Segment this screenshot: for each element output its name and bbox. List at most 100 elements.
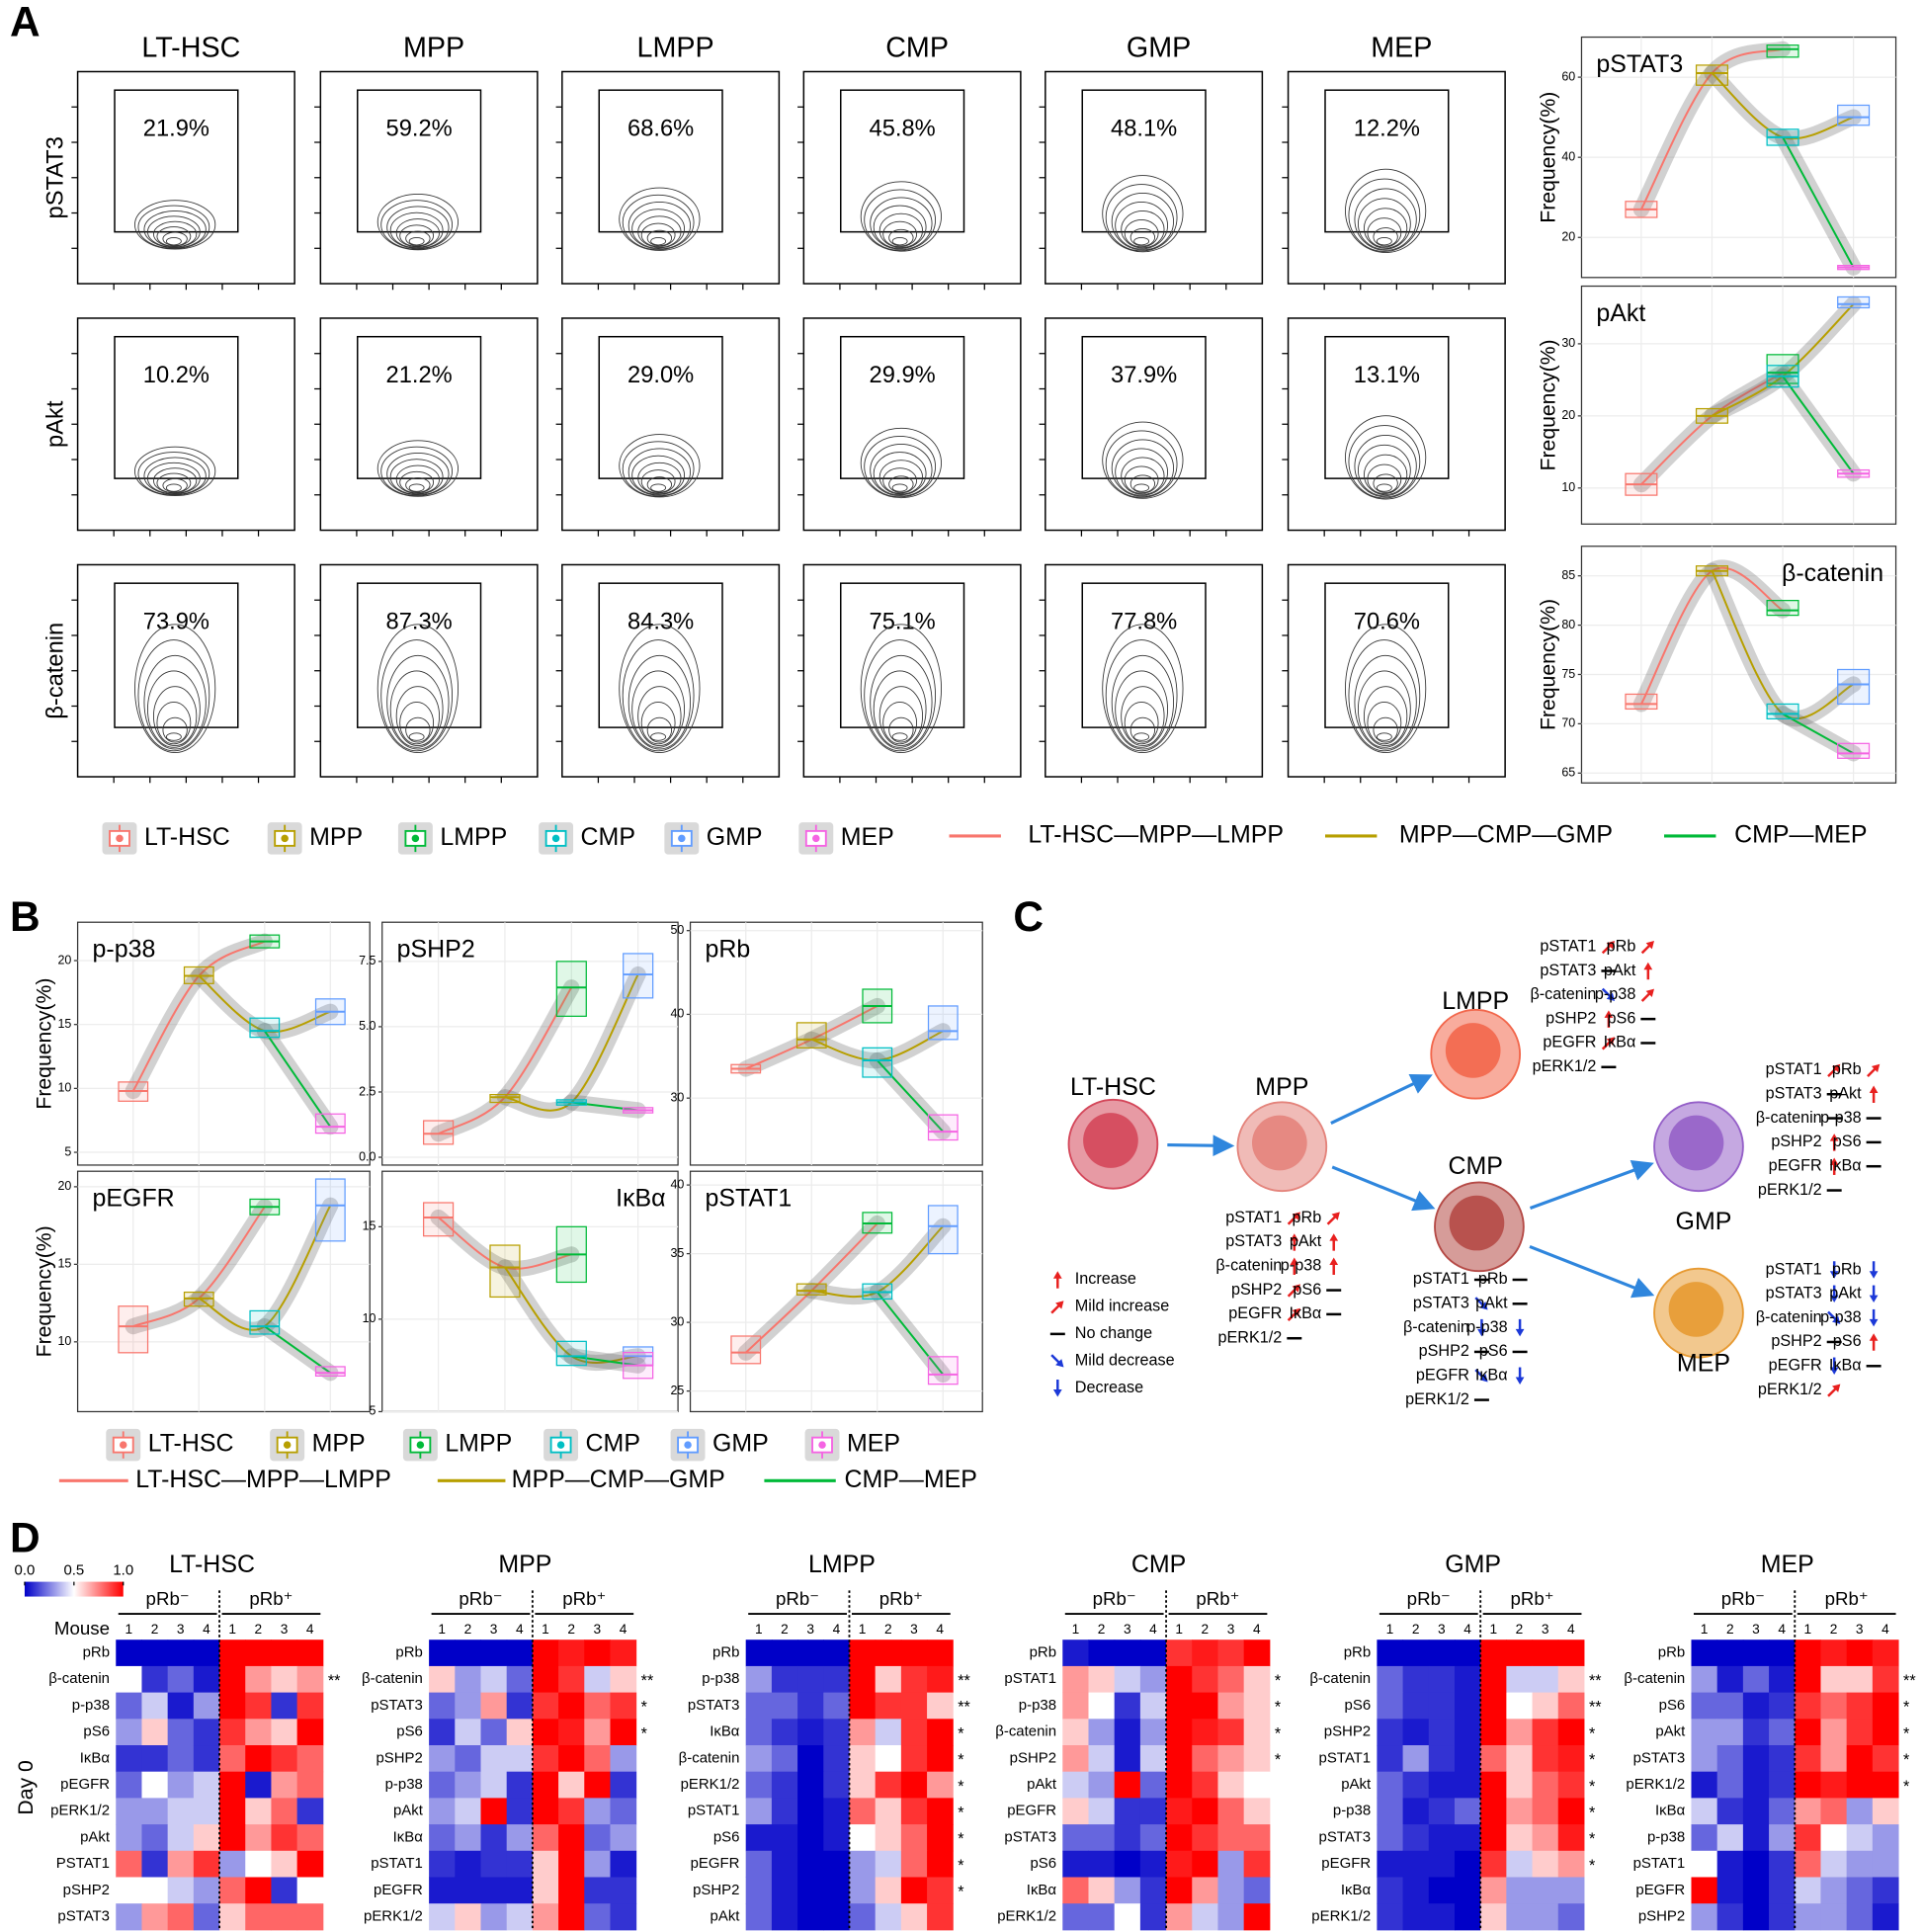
- heatmap-cell: [797, 1665, 824, 1694]
- significance: *: [1589, 1805, 1596, 1822]
- heatmap-cell: [610, 1745, 637, 1773]
- change-glyph: [1829, 1295, 1839, 1303]
- significance: *: [1589, 1751, 1596, 1769]
- y-tick-label: 30: [1561, 336, 1575, 350]
- heatmap-cell: [1846, 1877, 1874, 1904]
- mouse-number: 2: [255, 1622, 263, 1637]
- column-header: MEP: [1371, 33, 1432, 64]
- box: [795, 1283, 827, 1296]
- row-label: β-catenin: [1309, 1670, 1371, 1687]
- heatmap-cell: [1139, 1639, 1167, 1667]
- gate: [598, 335, 723, 479]
- heatmap-cell: [1402, 1745, 1430, 1773]
- heatmap-cell: [797, 1824, 824, 1852]
- heatmap-cell: [1139, 1692, 1167, 1720]
- heatmap-cell: [849, 1771, 877, 1799]
- heatmap-cell: [141, 1665, 169, 1694]
- contour: [1105, 184, 1178, 252]
- flow-frame: [1287, 70, 1506, 285]
- heatmap-cell: [141, 1771, 169, 1799]
- heatmap-cell: [1872, 1639, 1899, 1667]
- marker-name: pS6: [1833, 1332, 1862, 1350]
- heatmap-cell: [745, 1824, 773, 1852]
- y-tick-label: 30: [670, 1314, 684, 1328]
- legend-label: Increase: [1075, 1270, 1136, 1288]
- heatmap-cell: [1192, 1745, 1218, 1773]
- gate-percentage: 75.1%: [870, 609, 936, 634]
- contour: [637, 686, 682, 747]
- flow-frame: [1045, 70, 1264, 285]
- contour: [1102, 175, 1184, 253]
- heatmap-cell: [558, 1824, 585, 1852]
- heatmap-cell: [167, 1719, 195, 1746]
- y-tick-label: 25: [670, 1384, 684, 1397]
- cell-inner: [1668, 1282, 1724, 1337]
- mouse-number: 1: [1701, 1622, 1709, 1637]
- heatmap-cell: [1139, 1665, 1167, 1694]
- heatmap-cell: [1795, 1639, 1821, 1667]
- change-glyph: [1831, 1063, 1841, 1073]
- heatmap-cell: [506, 1665, 534, 1694]
- heatmap-cell: [1377, 1877, 1404, 1904]
- significance: *: [958, 1724, 964, 1742]
- heatmap-cell: [455, 1824, 481, 1852]
- box: [927, 1356, 959, 1386]
- heatmap-cell: [1428, 1639, 1456, 1667]
- change-glyph: [1606, 940, 1616, 950]
- heatmap-cell: [167, 1850, 195, 1878]
- group-label: pRb⁻: [776, 1588, 819, 1609]
- heatmap-cell: [1217, 1639, 1245, 1667]
- heatmap-cell: [1769, 1665, 1796, 1694]
- heatmap-cell: [1846, 1798, 1874, 1825]
- row-label: pS6: [1030, 1855, 1056, 1872]
- heatmap-cell: [1454, 1665, 1481, 1694]
- row-label: PSTAT1: [56, 1855, 110, 1872]
- heatmap-cell: [1742, 1877, 1770, 1904]
- y-tick-label: 10: [1561, 480, 1575, 494]
- contour: [1121, 686, 1165, 747]
- mouse-number: 3: [1752, 1622, 1760, 1637]
- contour: [1115, 202, 1169, 250]
- marker-name: p-p38: [1820, 1109, 1861, 1127]
- heatmap-cell: [1114, 1745, 1141, 1773]
- significance: *: [958, 1884, 964, 1901]
- heatmap-cell: [1846, 1771, 1874, 1799]
- marker-name: IκBα: [1289, 1304, 1321, 1322]
- mouse-number: 1: [438, 1622, 446, 1637]
- change-glyph: [1479, 1302, 1488, 1310]
- heatmap-cell: [1872, 1798, 1899, 1825]
- legend-label: Mild decrease: [1075, 1352, 1175, 1370]
- heatmap-cell: [610, 1665, 637, 1694]
- colorbar-label: 1.0: [113, 1561, 133, 1578]
- legend-label: MEP: [841, 823, 894, 851]
- heatmap-cell: [1691, 1877, 1718, 1904]
- row-label: pERK1/2: [1311, 1907, 1371, 1924]
- heatmap-cell: [455, 1877, 481, 1904]
- change-glyph: [1869, 1295, 1879, 1303]
- gate: [598, 582, 723, 728]
- row-label: pEGFR: [1007, 1803, 1056, 1819]
- legend-label: MEP: [847, 1430, 900, 1458]
- heatmap-cell: [167, 1665, 195, 1694]
- y-tick-label: 80: [1561, 618, 1575, 631]
- row-label: pSHP2: [63, 1882, 110, 1898]
- heatmap-cell: [1166, 1903, 1193, 1931]
- heatmap-cell: [875, 1824, 902, 1852]
- flow-frame: [76, 317, 295, 532]
- chart: 10 15 20 pEGFR Frequency(%): [34, 1170, 371, 1413]
- row-label: pSTAT3: [688, 1697, 740, 1714]
- heatmap-cell: [558, 1665, 585, 1694]
- heatmap-cell: [745, 1771, 773, 1799]
- heatmap-cell: [1872, 1824, 1899, 1852]
- change-glyph: [1331, 1212, 1340, 1220]
- marker-name: pEGFR: [1769, 1156, 1822, 1174]
- gate-percentage: 59.2%: [386, 116, 453, 141]
- significance: *: [1275, 1751, 1282, 1769]
- contour: [650, 236, 667, 246]
- chart: 25 30 35 40 pSTAT1: [670, 1170, 983, 1413]
- y-axis-label: Frequency(%): [34, 1225, 56, 1357]
- change-glyph: [1055, 1359, 1064, 1368]
- y-tick-label: 10: [57, 1081, 71, 1095]
- legend-label: CMP: [586, 1430, 640, 1458]
- legend-label: MPP—CMP—GMP: [512, 1466, 725, 1493]
